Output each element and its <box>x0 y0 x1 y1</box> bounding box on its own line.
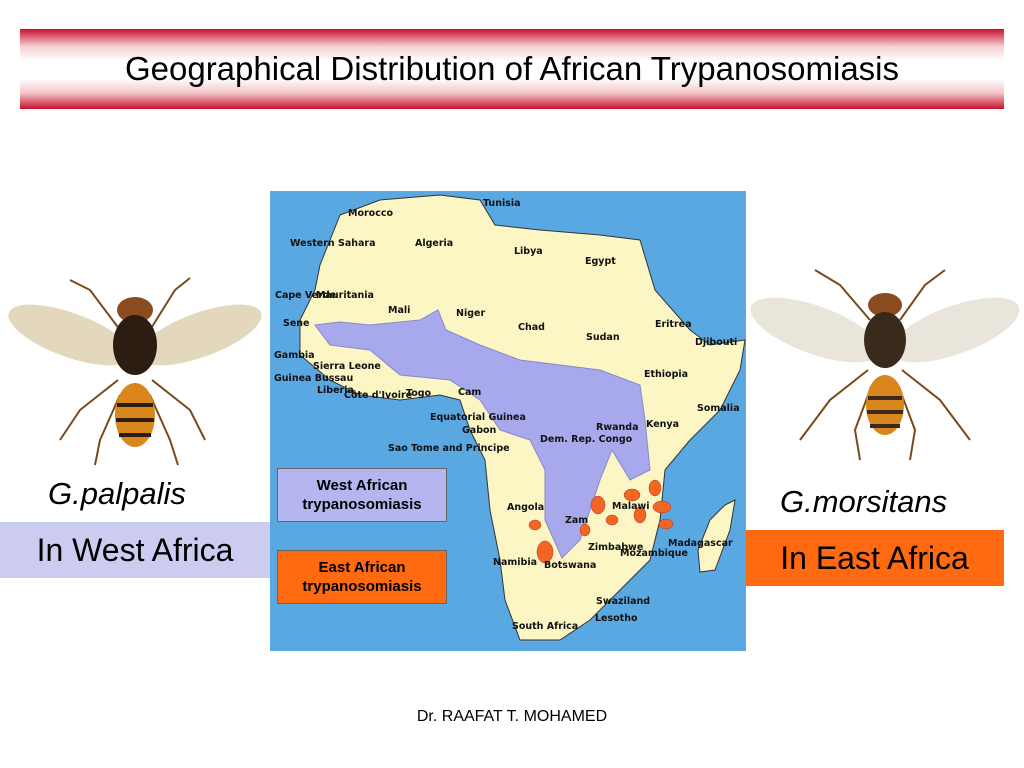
country-label: Lesotho <box>595 613 638 624</box>
region-right: In East Africa <box>745 530 1004 586</box>
species-left: G.palpalis <box>48 476 186 511</box>
west-zone <box>314 309 651 559</box>
country-label: Sudan <box>586 332 620 343</box>
country-label: Cam <box>458 387 481 398</box>
title: Geographical Distribution of African Try… <box>124 50 900 87</box>
region-left: In West Africa <box>0 522 270 578</box>
country-label: Swaziland <box>596 596 650 607</box>
country-label: Western Sahara <box>290 238 376 249</box>
country-label: Namibia <box>493 557 537 568</box>
country-label: Dem. Rep. Congo <box>540 434 633 445</box>
country-label: Kenya <box>646 419 679 430</box>
country-label: Egypt <box>585 256 616 267</box>
country-label: Zimbabwe <box>588 542 643 553</box>
fly-left <box>8 277 262 466</box>
country-label: Morocco <box>348 208 393 219</box>
country-label: Somalia <box>697 403 740 414</box>
footer: Dr. RAAFAT T. MOHAMED <box>416 708 608 725</box>
country-label: Malawi <box>612 501 650 512</box>
country-label: Togo <box>406 388 432 399</box>
country-label: Mali <box>388 305 410 316</box>
country-label: Côte d'Ivoire <box>344 390 412 401</box>
country-label: South Africa <box>512 621 578 632</box>
country-label: Djibouti <box>695 337 737 348</box>
country-label: Liberia <box>317 385 354 396</box>
country-label: Sierra Leone <box>313 361 381 372</box>
country-label: Chad <box>518 322 545 333</box>
country-label: Botswana <box>544 560 596 571</box>
country-label: Gambia <box>274 350 315 361</box>
country-label: Tunisia <box>483 198 521 209</box>
country-label: Sao Tome and Principe <box>388 443 510 454</box>
madagascar <box>697 499 736 573</box>
country-label: Angola <box>507 502 544 513</box>
east-zones <box>528 479 674 564</box>
country-label: Equatorial Guinea <box>430 412 526 423</box>
country-label: Niger <box>456 308 485 319</box>
legend-east: East African trypanosomiasis <box>277 550 447 604</box>
fly-right <box>750 269 1020 461</box>
country-label: Gabon <box>462 425 497 436</box>
country-label: Rwanda <box>596 422 638 433</box>
country-label: Madagascar <box>668 538 733 549</box>
country-label: Cape Verde <box>275 290 336 301</box>
country-label: Mozambique <box>620 548 688 559</box>
country-label: Eritrea <box>655 319 692 330</box>
country-label: Guinea Bussau <box>274 373 353 384</box>
country-label: Libya <box>514 246 543 257</box>
title-bar: Geographical Distribution of African Try… <box>20 29 1004 109</box>
country-label: Mauritania <box>316 290 374 301</box>
country-label: Sene <box>283 318 310 329</box>
country-label: Zam <box>565 515 588 526</box>
country-label: Ethiopia <box>644 369 688 380</box>
country-label: Algeria <box>415 238 453 249</box>
legend-west: West African trypanosomiasis <box>277 468 447 522</box>
species-right: G.morsitans <box>780 484 948 519</box>
